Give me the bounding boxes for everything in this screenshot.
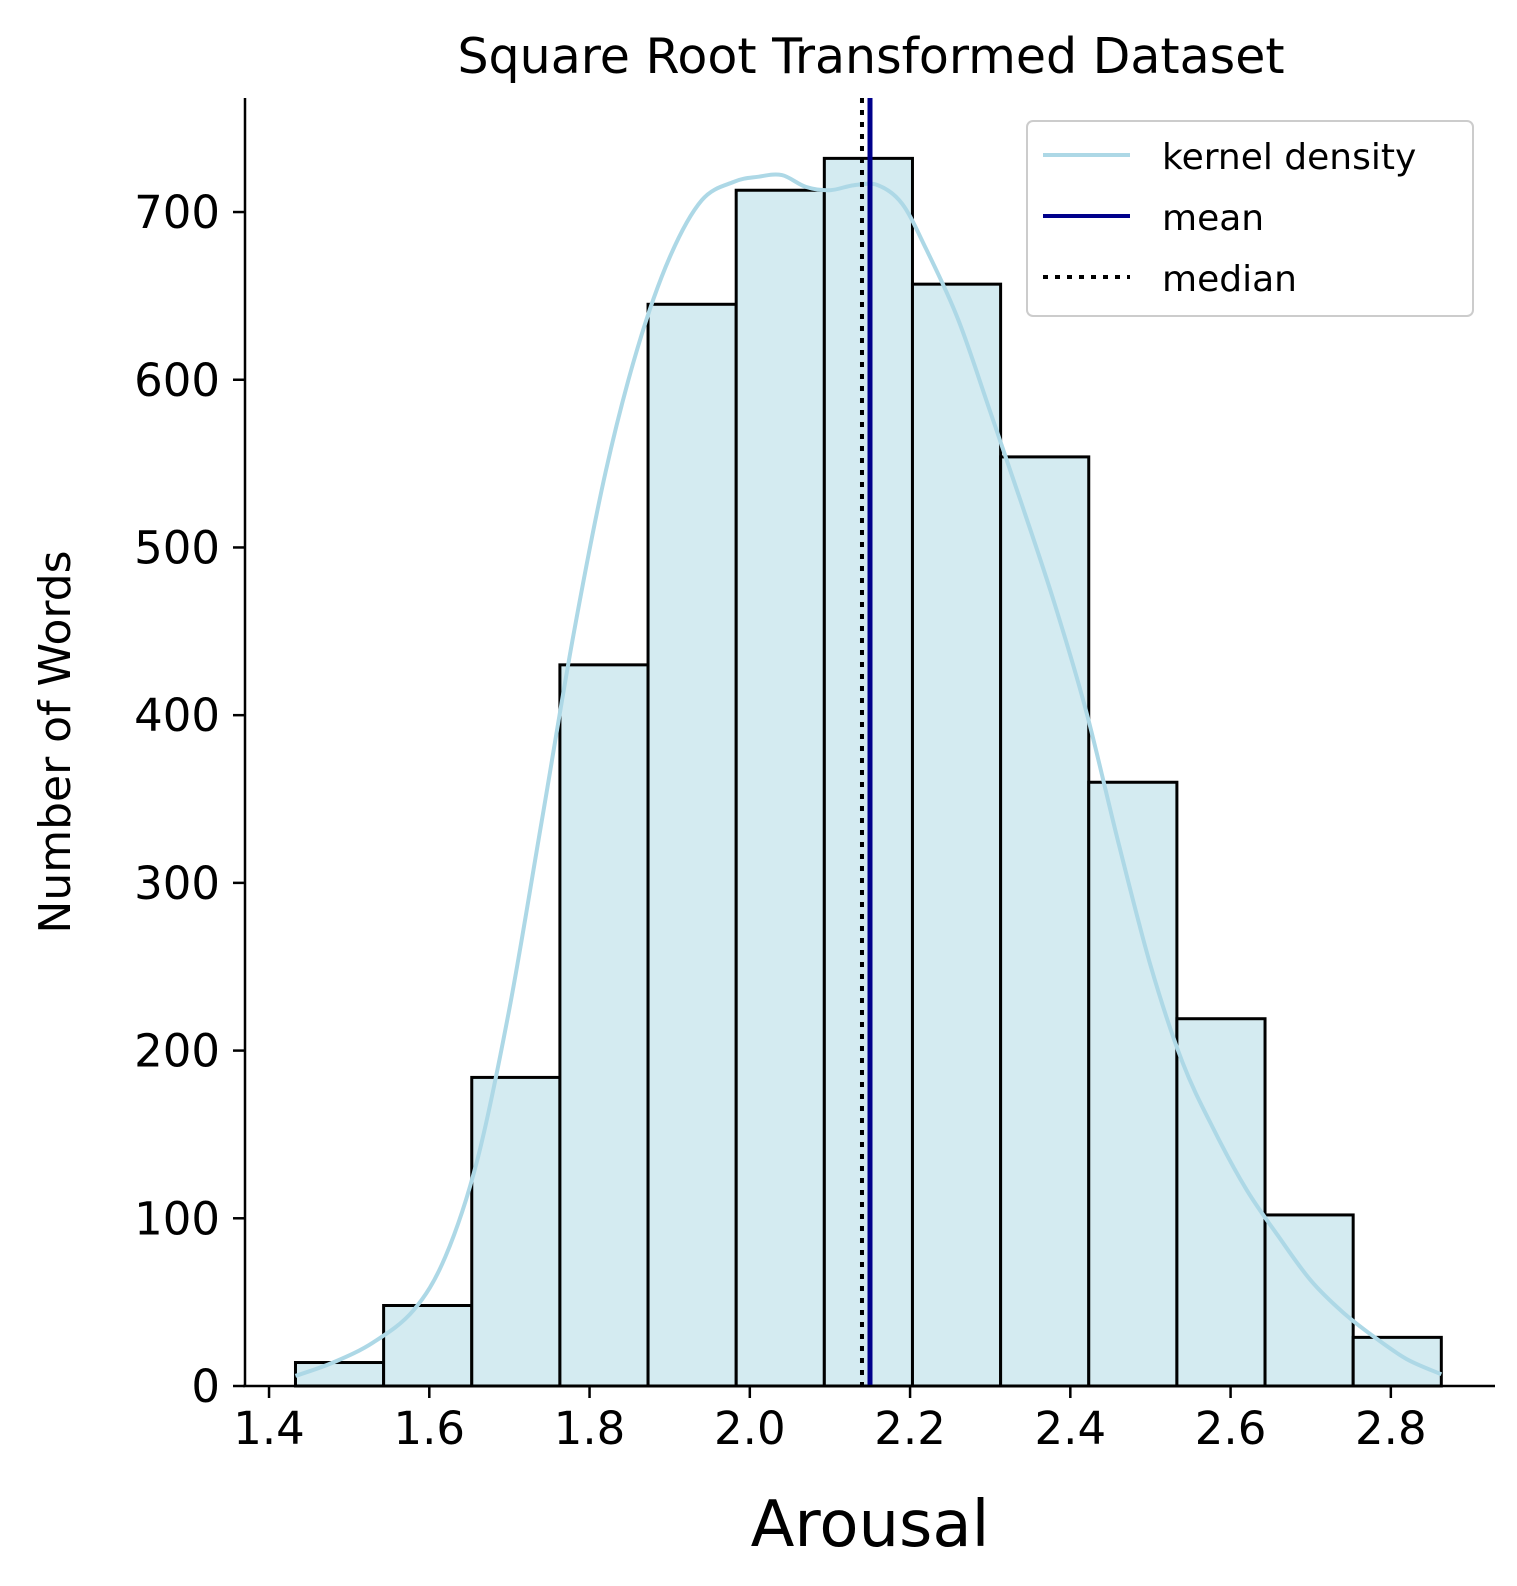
kde-line xyxy=(294,172,1443,1378)
histogram-bar-5 xyxy=(734,188,826,1388)
histogram-bar-8 xyxy=(999,455,1091,1388)
legend-mean-label: mean xyxy=(1162,198,1264,239)
y-tick-label-3: 300 xyxy=(134,857,220,910)
x-tick-label-0: 1.4 xyxy=(233,1402,305,1455)
x-tick-label-2: 1.8 xyxy=(554,1402,626,1455)
x-tick-label-4: 2.2 xyxy=(874,1402,946,1455)
y-tick-label-0: 0 xyxy=(191,1360,220,1413)
x-axis-ticks: 1.4 1.6 1.8 2.0 2.2 2.4 2.6 2.8 xyxy=(233,1386,1427,1455)
histogram-bar-1 xyxy=(382,1304,474,1388)
histogram-bar-0 xyxy=(293,1361,386,1388)
x-tick-label-6: 2.6 xyxy=(1195,1402,1267,1455)
histogram-bar-9 xyxy=(1087,780,1179,1388)
legend-kde-label: kernel density xyxy=(1162,137,1416,178)
x-tick-label-5: 2.4 xyxy=(1035,1402,1107,1455)
y-axis-ticks: 0 100 200 300 400 500 600 700 xyxy=(134,186,245,1413)
y-tick-label-6: 600 xyxy=(134,354,220,407)
legend: kernel density mean median xyxy=(1026,120,1474,317)
x-tick-label-1: 1.6 xyxy=(394,1402,466,1455)
legend-box xyxy=(1026,120,1474,317)
x-tick-label-7: 2.8 xyxy=(1355,1402,1427,1455)
legend-median-label: median xyxy=(1162,259,1297,300)
histogram-bar-12 xyxy=(1351,1335,1443,1388)
y-tick-label-2: 200 xyxy=(134,1025,220,1078)
histogram-bar-10 xyxy=(1175,1017,1267,1388)
x-axis-label: Arousal xyxy=(751,1488,990,1562)
y-axis-label: Number of Words xyxy=(30,550,81,933)
y-tick-label-5: 500 xyxy=(134,521,220,574)
histogram-bar-4 xyxy=(646,302,738,1388)
y-tick-label-1: 100 xyxy=(134,1192,220,1245)
y-tick-label-7: 700 xyxy=(134,186,220,239)
histogram-bar-7 xyxy=(910,282,1003,1388)
histogram-bar-3 xyxy=(558,663,650,1388)
histogram-bar-11 xyxy=(1263,1213,1355,1388)
x-tick-label-3: 2.0 xyxy=(714,1402,786,1455)
chart-title: Square Root Transformed Dataset xyxy=(457,28,1284,85)
y-tick-label-4: 400 xyxy=(134,689,220,742)
